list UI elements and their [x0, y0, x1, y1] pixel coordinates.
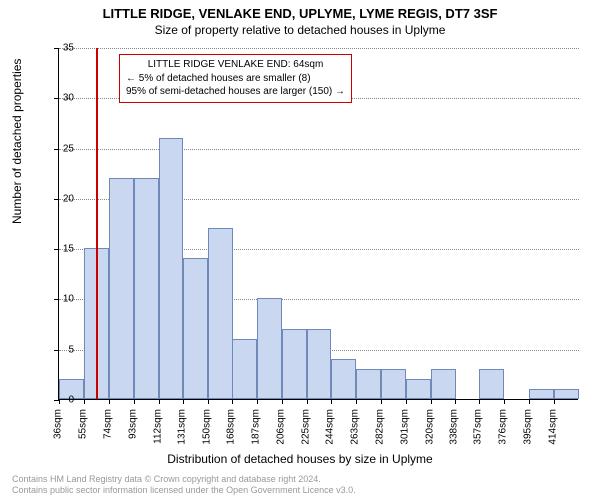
- xtick-label: 187sqm: [250, 409, 261, 445]
- xtick-label: 112sqm: [152, 409, 163, 444]
- histogram-bar: [307, 329, 332, 399]
- xtick-label: 55sqm: [77, 409, 88, 439]
- xtick-mark: [431, 399, 432, 404]
- histogram-bar: [431, 369, 456, 399]
- histogram-bar: [282, 329, 307, 399]
- xtick-label: 36sqm: [53, 409, 64, 439]
- histogram-chart: LITTLE RIDGE VENLAKE END: 64sqm← 5% of d…: [58, 48, 578, 400]
- xtick-mark: [356, 399, 357, 404]
- callout-box: LITTLE RIDGE VENLAKE END: 64sqm← 5% of d…: [119, 54, 352, 103]
- histogram-bar: [331, 359, 356, 399]
- histogram-bar: [232, 339, 257, 399]
- histogram-bar: [356, 369, 381, 399]
- xtick-label: 150sqm: [202, 409, 213, 445]
- xtick-mark: [183, 399, 184, 404]
- xtick-label: 395sqm: [523, 409, 534, 445]
- ytick-label: 10: [44, 294, 74, 305]
- xtick-label: 244sqm: [325, 409, 336, 445]
- xtick-label: 93sqm: [127, 409, 138, 439]
- histogram-bar: [257, 298, 282, 399]
- ytick-label: 30: [44, 93, 74, 104]
- xtick-mark: [257, 399, 258, 404]
- histogram-bar: [159, 138, 184, 399]
- xtick-mark: [406, 399, 407, 404]
- xtick-label: 225sqm: [300, 409, 311, 445]
- xtick-label: 338sqm: [448, 409, 459, 445]
- gridline-h: [59, 149, 579, 150]
- histogram-bar: [406, 379, 431, 399]
- xtick-label: 131sqm: [177, 409, 188, 445]
- ytick-label: 5: [44, 344, 74, 355]
- histogram-bar: [554, 389, 579, 399]
- ytick-label: 25: [44, 143, 74, 154]
- xtick-mark: [307, 399, 308, 404]
- callout-line3: 95% of semi-detached houses are larger (…: [126, 85, 345, 99]
- xtick-mark: [208, 399, 209, 404]
- xtick-mark: [554, 399, 555, 404]
- histogram-bar: [208, 228, 233, 399]
- histogram-bar: [109, 178, 134, 399]
- callout-line2: ← 5% of detached houses are smaller (8): [126, 72, 345, 86]
- reference-line: [96, 48, 98, 399]
- xtick-mark: [381, 399, 382, 404]
- xtick-mark: [504, 399, 505, 404]
- xtick-mark: [455, 399, 456, 404]
- xtick-label: 282sqm: [375, 409, 386, 445]
- histogram-bar: [381, 369, 406, 399]
- xtick-label: 74sqm: [102, 409, 113, 439]
- xtick-mark: [134, 399, 135, 404]
- histogram-bar: [479, 369, 504, 399]
- ytick-label: 15: [44, 244, 74, 255]
- xtick-mark: [331, 399, 332, 404]
- xtick-mark: [479, 399, 480, 404]
- histogram-bar: [134, 178, 159, 399]
- ytick-label: 0: [44, 395, 74, 406]
- xtick-label: 376sqm: [498, 409, 509, 445]
- xtick-label: 320sqm: [424, 409, 435, 445]
- xtick-label: 206sqm: [275, 409, 286, 445]
- footer-attribution: Contains HM Land Registry data © Crown c…: [12, 474, 356, 497]
- ytick-label: 35: [44, 43, 74, 54]
- x-axis-label: Distribution of detached houses by size …: [0, 452, 600, 466]
- xtick-mark: [529, 399, 530, 404]
- xtick-mark: [109, 399, 110, 404]
- xtick-mark: [232, 399, 233, 404]
- gridline-h: [59, 48, 579, 49]
- histogram-bar: [529, 389, 554, 399]
- xtick-label: 168sqm: [225, 409, 236, 445]
- xtick-label: 414sqm: [548, 409, 559, 445]
- histogram-bar: [183, 258, 208, 399]
- plot-area: LITTLE RIDGE VENLAKE END: 64sqm← 5% of d…: [58, 48, 578, 400]
- page-title-line1: LITTLE RIDGE, VENLAKE END, UPLYME, LYME …: [0, 0, 600, 21]
- footer-line2: Contains public sector information licen…: [12, 485, 356, 496]
- xtick-mark: [159, 399, 160, 404]
- ytick-label: 20: [44, 193, 74, 204]
- callout-line1: LITTLE RIDGE VENLAKE END: 64sqm: [126, 58, 345, 72]
- footer-line1: Contains HM Land Registry data © Crown c…: [12, 474, 356, 485]
- y-axis-label: Number of detached properties: [10, 59, 24, 224]
- xtick-mark: [84, 399, 85, 404]
- xtick-label: 357sqm: [473, 409, 484, 445]
- xtick-mark: [282, 399, 283, 404]
- page-title-line2: Size of property relative to detached ho…: [0, 21, 600, 37]
- xtick-label: 301sqm: [400, 409, 411, 445]
- xtick-label: 263sqm: [350, 409, 361, 445]
